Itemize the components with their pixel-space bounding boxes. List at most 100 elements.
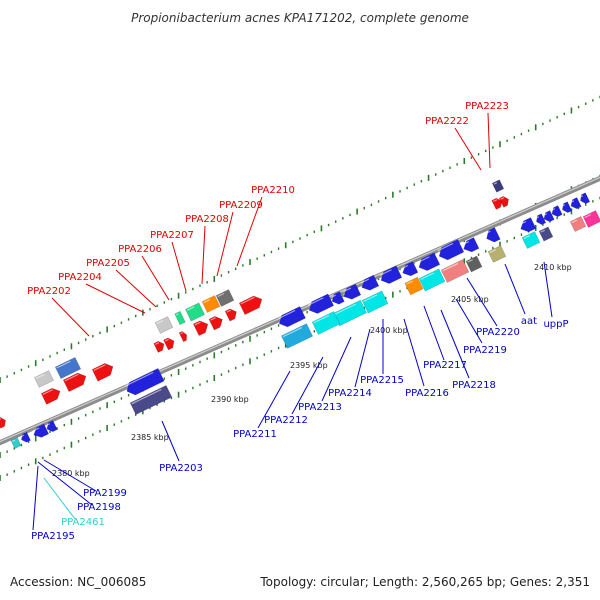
gene-feature-ppa2202-pseudo xyxy=(34,370,54,388)
gene-label: PPA2198 xyxy=(77,502,121,513)
gene-feature-reverse xyxy=(462,237,480,253)
gene-leader-line xyxy=(85,283,146,314)
gene-feature-ppa2204 xyxy=(178,331,187,343)
topology-summary-text: Topology: circular; Length: 2,560,265 bp… xyxy=(259,575,590,589)
gene-feature-ppa2202 xyxy=(62,372,87,392)
gene-leader-line xyxy=(487,112,491,169)
gene-label: PPA2204 xyxy=(58,272,102,283)
scale-tick-label: 2410 kbp xyxy=(534,263,572,272)
gene-label: PPA2217 xyxy=(423,360,467,371)
gene-leader-line xyxy=(504,263,526,315)
gene-feature-ppa2203 xyxy=(129,385,173,415)
gene-label: PPA2207 xyxy=(150,230,194,241)
gene-feature-ppa2204 xyxy=(163,337,175,351)
gene-leader-line xyxy=(171,241,187,292)
gene-feature-reverse xyxy=(125,368,165,396)
gene-label: PPA2219 xyxy=(463,345,507,356)
gene-feature-reverse xyxy=(401,261,419,277)
gene-label: PPA2211 xyxy=(233,429,277,440)
gene-label: PPA2215 xyxy=(360,375,404,386)
gene-feature-reverse xyxy=(277,306,306,328)
gene-feature-reverse xyxy=(579,192,591,204)
gene-label: PPA2206 xyxy=(118,244,162,255)
gene-leader-line xyxy=(423,305,445,361)
gene-leader-line xyxy=(236,196,263,267)
gene-label: PPA2205 xyxy=(86,258,130,269)
gene-feature-ppa2204 xyxy=(208,316,223,331)
gene-label: PPA2213 xyxy=(298,402,342,413)
gene-feature-reverse xyxy=(485,227,501,243)
gene-feature-reverse xyxy=(20,431,31,443)
gene-feature-ppa2209 xyxy=(215,289,235,307)
gene-feature-ppa2217 xyxy=(418,268,446,292)
gene-feature-ppa2202-mid xyxy=(54,357,82,379)
map-title: Propionibacterium acnes KPA171202, compl… xyxy=(131,11,469,25)
scale-tick-label: 2395 kbp xyxy=(290,361,328,370)
gene-label: PPA2199 xyxy=(83,488,127,499)
gene-feature-ppa2212 xyxy=(361,290,389,314)
gene-feature-ppa2202 xyxy=(40,388,61,405)
gene-feature-ppa2461 xyxy=(10,437,22,449)
gene-feature-reverse xyxy=(437,239,465,261)
gene-feature-ppa2222 xyxy=(498,196,509,208)
gene-feature-ppa2204 xyxy=(192,320,209,337)
gene-feature-ppa2208 xyxy=(201,295,221,313)
gene-leader-line xyxy=(291,356,324,415)
gene-leader-line xyxy=(454,127,482,171)
gene-feature-ppa2222 xyxy=(491,198,503,210)
gene-leader-line xyxy=(321,336,352,402)
gene-feature-ppa2218 xyxy=(440,259,470,283)
gene-leader-line xyxy=(37,461,93,506)
gene-feature-ppa2206 xyxy=(174,310,186,326)
gene-feature-ppa2212 xyxy=(311,311,341,335)
gene-feature-reverse xyxy=(417,252,441,271)
gene-labels: PPA2223 PPA2222 PPA2210 PPA2209 PPA2208 PPA22… xyxy=(27,101,568,542)
gene-label: aat xyxy=(521,316,537,327)
gene-feature-ppa2211 xyxy=(281,323,313,349)
scale-tick-label: 2400 kbp xyxy=(370,326,408,335)
gene-feature-reverse xyxy=(519,217,537,233)
gene-feature-ppa2204 xyxy=(224,308,237,322)
gene-leader-line xyxy=(161,420,180,462)
gene-leader-line xyxy=(201,225,206,285)
gene-feature-reverse xyxy=(570,197,582,209)
gene-leader-line xyxy=(354,328,371,388)
gene-label: PPA2202 xyxy=(27,286,71,297)
gene-feature-ppa2202 xyxy=(91,363,114,382)
gene-label: PPA2214 xyxy=(328,388,372,399)
gene-feature-ppa2207 xyxy=(185,302,205,322)
scale-tick-label: 2405 kbp xyxy=(451,295,489,304)
gene-feature-ppa2204 xyxy=(153,341,165,353)
gene-feature-reverse xyxy=(543,210,555,222)
gene-leader-line xyxy=(43,459,97,492)
gene-feature-reverse xyxy=(307,293,334,314)
gene-feature-reverse xyxy=(360,274,380,291)
gene-label: PPA2209 xyxy=(219,200,263,211)
gene-feature-reverse xyxy=(379,265,403,284)
gene-leader-line xyxy=(43,477,76,520)
gene-leader-line xyxy=(440,309,470,379)
gene-feature-ppa2205 xyxy=(154,316,174,334)
gene-features xyxy=(0,179,600,449)
accession-text: Accession: NC_006085 xyxy=(10,575,146,589)
gene-leader-line xyxy=(51,297,90,337)
gene-feature-ppa2223 xyxy=(491,179,505,193)
gene-leader-line xyxy=(543,261,553,318)
scale-tick-label: 2380 kbp xyxy=(52,469,90,478)
gene-feature-reverse xyxy=(330,291,345,305)
gene-label: PPA2203 xyxy=(159,463,203,474)
gene-leader-line xyxy=(466,277,498,327)
gene-leader-line xyxy=(216,211,234,277)
gene-feature-ppa2219 xyxy=(465,255,483,273)
gene-label: PPA2212 xyxy=(264,415,308,426)
gene-label: PPA2210 xyxy=(251,185,295,196)
gene-leader-line xyxy=(403,318,425,387)
gene-feature-reverse xyxy=(551,205,563,217)
gene-leader-line xyxy=(32,465,39,531)
gene-feature-ppa2216 xyxy=(404,276,424,296)
gene-label: PPA2195 xyxy=(31,531,75,542)
gene-label: PPA2208 xyxy=(185,214,229,225)
scale-tick-label: 2390 kbp xyxy=(211,395,249,404)
gene-feature-ppa2202-edge xyxy=(0,417,6,429)
gene-label: PPA2222 xyxy=(425,116,469,127)
